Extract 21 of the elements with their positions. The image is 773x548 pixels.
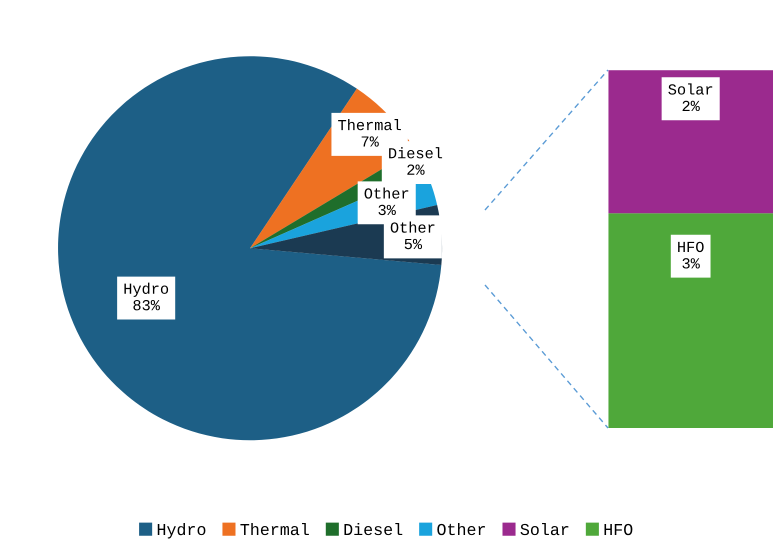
slice-label: Other xyxy=(390,222,434,233)
legend-label: Solar xyxy=(520,522,568,536)
data-label: 5% xyxy=(404,238,422,250)
legend-label: Hydro xyxy=(158,522,206,538)
legend-label: Other xyxy=(437,522,486,536)
data-label: 7% xyxy=(362,136,379,147)
text: HFO xyxy=(678,242,704,252)
data-label: 2% xyxy=(682,100,700,112)
slice-label: Diesel xyxy=(389,147,442,158)
text: Solar xyxy=(668,83,712,95)
legend-label: HFO xyxy=(604,524,632,536)
slice-label: Other xyxy=(364,187,408,199)
data-label: 3% xyxy=(378,204,396,216)
data-label: 3% xyxy=(682,258,700,269)
legend-label: Diesel xyxy=(344,522,402,536)
legend-label: Thermal xyxy=(240,522,309,536)
pie-slice xyxy=(58,56,442,440)
slice-label: Thermal xyxy=(338,119,401,130)
slice-label: Hydro xyxy=(124,282,168,297)
data-label: 2% xyxy=(407,164,425,175)
data-label: 83% xyxy=(133,300,160,310)
